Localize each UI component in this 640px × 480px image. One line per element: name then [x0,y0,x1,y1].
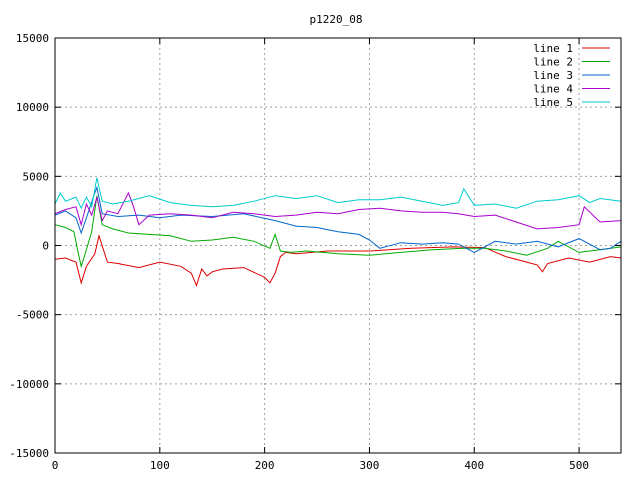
chart-title: p1220_08 [310,13,363,26]
x-tick-label: 500 [569,459,589,472]
x-tick-label: 200 [255,459,275,472]
legend-label-4: line 4 [533,83,573,96]
legend-label-1: line 1 [533,42,573,55]
series-line-3 [54,185,622,253]
y-tick-label: -10000 [9,378,49,391]
series-line-1 [54,233,622,288]
grid-lines [55,38,621,453]
series-line-2 [54,195,622,269]
axes: 0 100 200 300 400 500 -15000 -10000 -5000 0 5000 10… [9,32,621,472]
y-tick-label: 15000 [16,32,49,45]
series-line-5 [54,177,622,210]
y-tick-label: 5000 [23,170,50,183]
x-tick-label: 0 [52,459,59,472]
x-tick-label: 100 [150,459,170,472]
y-tick-label: -15000 [9,447,49,460]
x-tick-label: 400 [464,459,484,472]
legend-label-3: line 3 [533,69,573,82]
y-tick-label: -5000 [16,309,49,322]
series-group [54,177,622,288]
x-tick-label: 300 [360,459,380,472]
y-tick-label: 0 [42,240,49,253]
legend-label-5: line 5 [533,96,573,109]
legend-label-2: line 2 [533,56,573,69]
series-line-4 [54,191,622,230]
y-tick-label: 10000 [16,101,49,114]
